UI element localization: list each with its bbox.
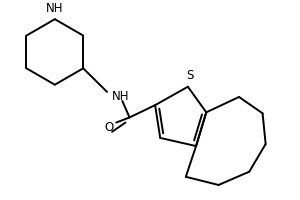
Text: NH: NH bbox=[46, 2, 64, 15]
Text: S: S bbox=[186, 69, 194, 82]
Text: O: O bbox=[104, 121, 114, 134]
Text: NH: NH bbox=[112, 90, 130, 103]
